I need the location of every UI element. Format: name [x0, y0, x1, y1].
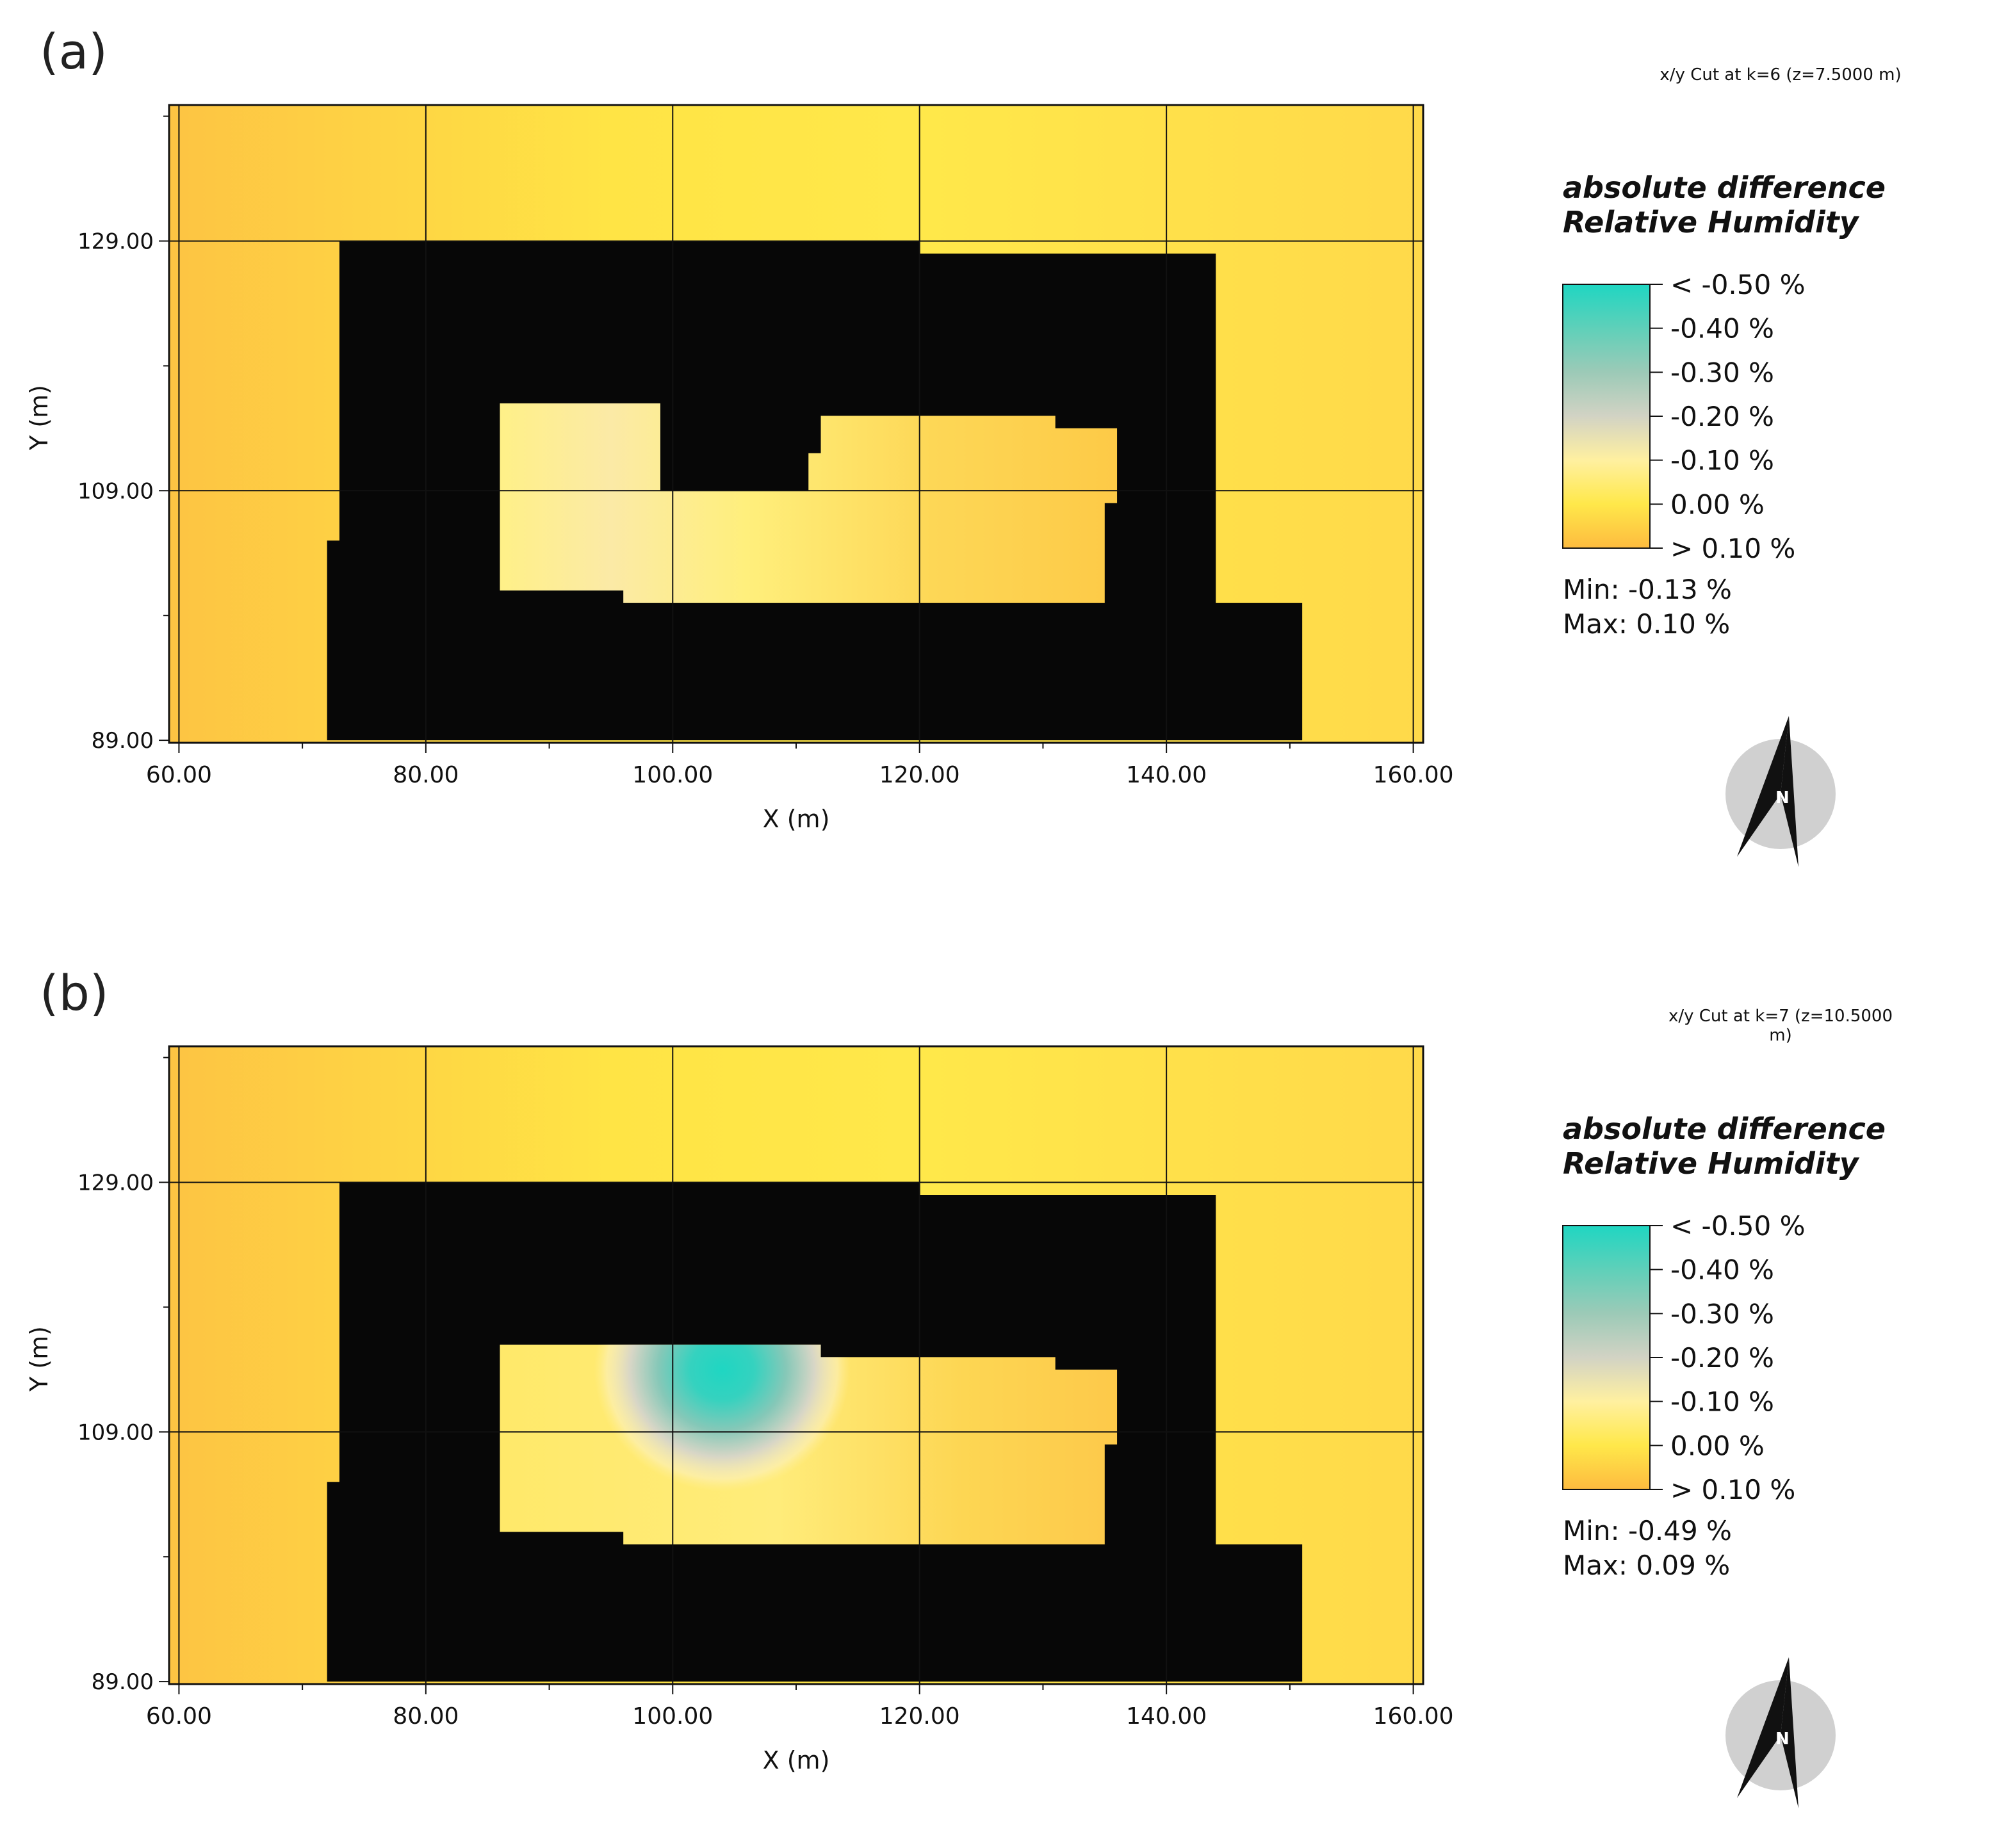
panel-label: (a): [40, 23, 108, 80]
x-tick-label: 120.00: [879, 762, 960, 788]
y-tick-label: 89.00: [92, 1669, 154, 1695]
panel-label: (b): [40, 964, 109, 1021]
colorbar-label: -0.40 %: [1670, 313, 1774, 344]
cut-label: x/y Cut at k=6 (z=7.5000 m): [1660, 65, 1902, 85]
colorbar-label: > 0.10 %: [1670, 533, 1795, 564]
legend-title: absolute difference Relative Humidity: [1563, 170, 1886, 239]
x-axis-label: X (m): [763, 805, 830, 833]
hotspot-plume: [594, 1344, 851, 1491]
x-tick-label: 60.00: [146, 1703, 212, 1730]
heatmap-chart-b: 60.00 80.00 100.00 120.00 140.00 160.00 89.00 1…: [25, 1045, 1805, 1774]
panel-b: (b) x/y Cut at k=7 (z=10.5000 m) 60.00 80…: [0, 941, 1990, 1848]
colorbar-label: -0.20 %: [1670, 1342, 1774, 1374]
min-value: Min: -0.13 %: [1563, 574, 1732, 605]
x-tick-label: 80.00: [393, 1703, 459, 1730]
y-tick-label: 89.00: [92, 728, 154, 754]
colorbar-label: -0.40 %: [1670, 1254, 1774, 1286]
colorbar: [1562, 284, 1651, 549]
colorbar-label: < -0.50 %: [1670, 1210, 1805, 1242]
y-axis-label: Y (m): [25, 1326, 53, 1392]
colorbar-label: -0.30 %: [1670, 1298, 1774, 1329]
colorbar-label: -0.20 %: [1670, 401, 1774, 432]
max-value: Max: 0.09 %: [1563, 1550, 1731, 1581]
colorbar: [1562, 1225, 1651, 1490]
x-tick-label: 160.00: [1373, 762, 1454, 788]
colorbar-label: > 0.10 %: [1670, 1474, 1795, 1505]
panel-a: (a) x/y Cut at k=6 (z=7.5000 m) 60.00 80.…: [0, 0, 1990, 907]
colorbar-label: -0.30 %: [1670, 357, 1774, 388]
x-axis-label: X (m): [763, 1746, 830, 1774]
x-tick-label: 100.00: [632, 1703, 713, 1730]
courtyard-area: [500, 403, 1118, 603]
cut-label: x/y Cut at k=7 (z=10.5000 m): [1668, 1007, 1893, 1045]
x-tick-label: 80.00: [393, 762, 459, 788]
x-tick-label: 100.00: [632, 762, 713, 788]
north-arrow-icon: N: [1725, 716, 1836, 867]
x-tick-label: 140.00: [1126, 762, 1207, 788]
colorbar-label: 0.00 %: [1670, 489, 1765, 520]
colorbar-label: < -0.50 %: [1670, 269, 1805, 300]
north-label: N: [1775, 1730, 1790, 1749]
x-tick-label: 60.00: [146, 762, 212, 788]
max-value: Max: 0.10 %: [1563, 608, 1731, 640]
min-value: Min: -0.49 %: [1563, 1515, 1732, 1546]
legend-title: absolute difference Relative Humidity: [1563, 1112, 1886, 1181]
north-label: N: [1775, 788, 1790, 807]
y-axis-label: Y (m): [25, 385, 53, 451]
colorbar-label: -0.10 %: [1670, 445, 1774, 476]
colorbar-label: 0.00 %: [1670, 1430, 1765, 1461]
y-tick-label: 109.00: [77, 1420, 154, 1445]
colorbar-label: -0.10 %: [1670, 1386, 1774, 1418]
y-tick-label: 129.00: [77, 1170, 154, 1196]
x-tick-label: 120.00: [879, 1703, 960, 1730]
y-tick-label: 109.00: [77, 478, 154, 504]
heatmap-chart-a: 60.00 80.00 100.00 120.00 140.00 160.00 89.00 1…: [25, 104, 1805, 833]
x-tick-label: 140.00: [1126, 1703, 1207, 1730]
north-arrow-icon: N: [1725, 1657, 1836, 1808]
x-tick-label: 160.00: [1373, 1703, 1454, 1730]
y-tick-label: 129.00: [77, 229, 154, 254]
